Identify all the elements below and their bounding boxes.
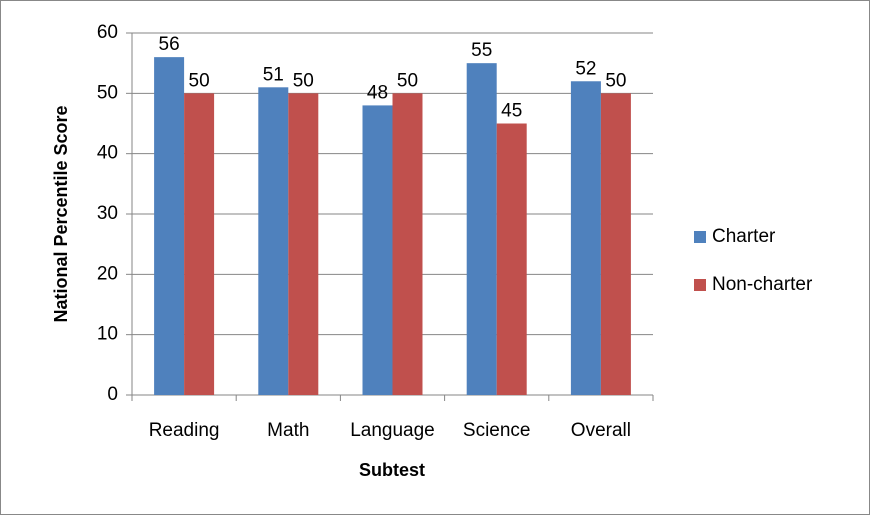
legend-label: Non-charter	[712, 274, 813, 295]
data-label: 50	[397, 70, 418, 91]
y-tick-label: 20	[97, 263, 118, 284]
bar	[184, 93, 215, 395]
x-tick-label: Reading	[149, 420, 220, 441]
bar	[496, 123, 527, 395]
x-tick-label: Science	[463, 420, 531, 441]
y-tick-label: 30	[97, 203, 118, 224]
y-axis-label: National Percentile Score	[51, 105, 71, 322]
y-tick-label: 60	[97, 22, 118, 43]
data-label: 55	[471, 40, 492, 61]
x-tick-label: Math	[267, 420, 309, 441]
x-tick-label: Overall	[571, 420, 631, 441]
y-tick-label: 0	[107, 384, 118, 405]
y-tick-label: 10	[97, 324, 118, 345]
x-axis-label: Subtest	[359, 460, 425, 480]
data-label: 56	[159, 34, 180, 55]
x-tick-label: Language	[350, 420, 435, 441]
bar	[392, 93, 423, 395]
data-label: 50	[293, 70, 314, 91]
bar	[288, 93, 319, 395]
data-label: 45	[501, 101, 522, 122]
data-label: 50	[189, 70, 210, 91]
y-tick-label: 40	[97, 143, 118, 164]
legend-label: Charter	[712, 226, 776, 247]
bar	[154, 57, 185, 396]
bar	[466, 63, 497, 396]
bar	[570, 81, 601, 396]
data-label: 51	[263, 64, 284, 85]
bar	[362, 105, 393, 396]
legend-swatch	[694, 279, 706, 291]
data-label: 52	[575, 58, 596, 79]
bar	[600, 93, 631, 395]
legend-swatch	[694, 231, 706, 243]
data-label: 50	[605, 70, 626, 91]
bar	[258, 87, 289, 396]
data-label: 48	[367, 82, 388, 103]
y-tick-label: 50	[97, 82, 118, 103]
